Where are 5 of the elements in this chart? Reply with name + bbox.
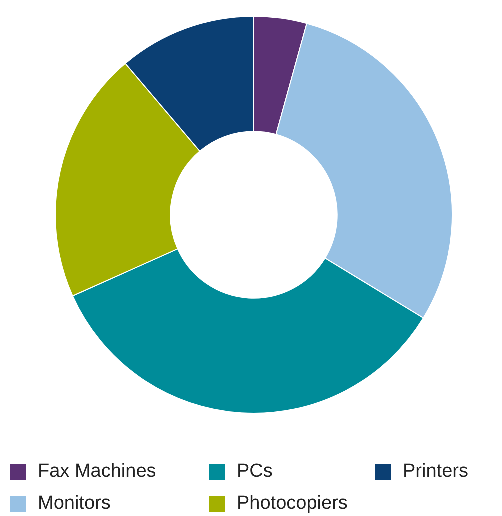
legend-label: Fax Machines: [38, 461, 156, 483]
legend-label: Photocopiers: [237, 493, 348, 515]
legend-label: Monitors: [38, 493, 111, 515]
legend-label: PCs: [237, 461, 273, 483]
legend-label: Printers: [403, 461, 468, 483]
